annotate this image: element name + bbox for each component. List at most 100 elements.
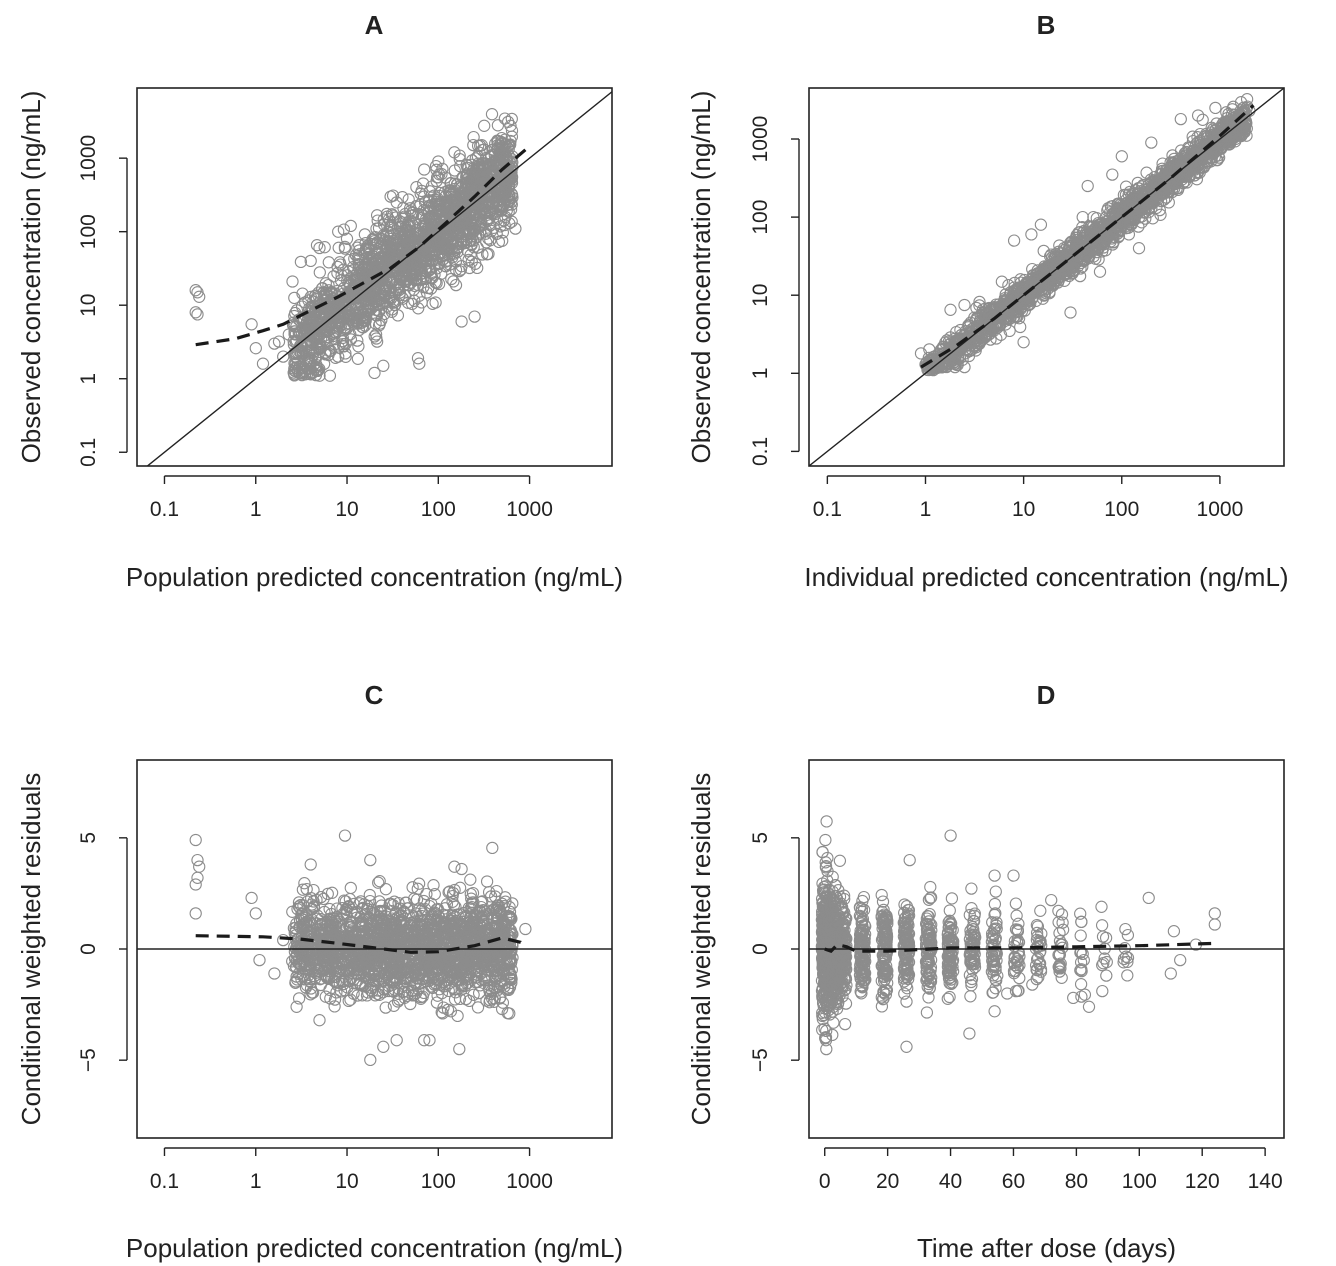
y-tick-label: 1	[77, 373, 100, 385]
data-point	[1209, 101, 1222, 115]
point-layer	[914, 93, 1256, 377]
data-point	[406, 208, 420, 222]
data-point	[422, 195, 436, 208]
data-point	[290, 320, 303, 333]
data-point	[1003, 324, 1016, 338]
data-point	[480, 175, 494, 188]
data-point	[948, 357, 962, 371]
data-point	[337, 287, 350, 300]
data-point	[1037, 244, 1050, 258]
data-point	[1025, 228, 1038, 241]
data-point	[352, 323, 366, 337]
plot-area	[146, 90, 612, 466]
data-point	[318, 294, 332, 308]
data-point	[370, 209, 384, 222]
data-point	[493, 203, 506, 216]
data-point	[383, 215, 397, 228]
data-point	[355, 266, 369, 279]
data-point	[361, 290, 374, 303]
data-point	[973, 314, 987, 327]
data-point	[1007, 234, 1021, 247]
data-point	[308, 325, 321, 338]
data-point	[340, 232, 354, 245]
data-point	[958, 298, 971, 312]
data-point	[369, 231, 382, 244]
data-point	[1063, 269, 1076, 283]
data-point	[491, 194, 504, 208]
y-axis-title: Observed concentration (ng/mL)	[686, 91, 716, 464]
data-point	[325, 886, 339, 899]
data-point	[405, 297, 419, 311]
plot-frame	[808, 87, 1285, 467]
data-point	[1179, 152, 1192, 165]
data-point	[453, 881, 467, 894]
data-point	[193, 290, 206, 303]
data-point	[354, 306, 368, 319]
data-point	[296, 883, 310, 896]
data-point	[304, 368, 317, 381]
data-point	[455, 315, 468, 328]
data-point	[477, 164, 491, 177]
data-point	[1074, 256, 1088, 270]
data-point	[387, 296, 400, 309]
data-point	[307, 308, 320, 321]
data-point	[463, 261, 476, 275]
data-point	[449, 278, 463, 292]
data-point	[1110, 224, 1123, 237]
data-point	[432, 277, 446, 291]
y-tick-label: 0.1	[749, 437, 772, 466]
data-point	[418, 163, 431, 176]
data-point	[366, 233, 379, 246]
x-tick-label: 1	[920, 498, 932, 521]
data-point	[995, 275, 1009, 288]
point-layer	[189, 108, 522, 382]
data-point	[944, 331, 957, 344]
data-point	[412, 302, 425, 315]
data-point	[1140, 189, 1153, 202]
data-point	[398, 210, 411, 223]
data-point	[430, 262, 443, 275]
data-point	[336, 335, 350, 348]
data-point	[478, 119, 491, 132]
data-point	[1039, 262, 1053, 275]
data-point	[999, 295, 1012, 308]
data-point	[1240, 129, 1253, 142]
data-point	[298, 877, 311, 890]
x-tick-label: 1000	[506, 498, 553, 521]
data-point	[1191, 109, 1205, 122]
data-point	[959, 334, 972, 347]
data-point	[310, 291, 323, 304]
data-point	[294, 346, 308, 359]
data-point	[249, 342, 262, 355]
data-point	[322, 256, 335, 269]
data-point	[1142, 206, 1155, 219]
data-point	[417, 177, 430, 190]
data-point	[477, 207, 490, 220]
data-point	[468, 310, 481, 323]
data-point	[351, 352, 365, 365]
y-tick-label: 10	[77, 294, 100, 317]
data-point	[501, 115, 515, 129]
data-point	[459, 180, 472, 194]
data-point	[272, 335, 286, 348]
data-point	[355, 320, 369, 333]
data-point	[417, 225, 431, 239]
data-point	[288, 291, 301, 305]
data-point	[385, 303, 399, 316]
data-point	[1114, 198, 1127, 211]
data-point	[1080, 225, 1093, 238]
data-point	[473, 163, 486, 176]
data-point	[428, 245, 441, 258]
data-point	[282, 328, 295, 341]
data-point	[332, 305, 345, 319]
data-point	[352, 340, 365, 353]
data-point	[341, 299, 354, 313]
data-point	[1136, 202, 1149, 215]
data-point	[451, 178, 464, 191]
data-point	[416, 220, 430, 233]
data-point	[1106, 168, 1119, 181]
data-point	[486, 841, 499, 855]
data-point	[1107, 208, 1120, 221]
